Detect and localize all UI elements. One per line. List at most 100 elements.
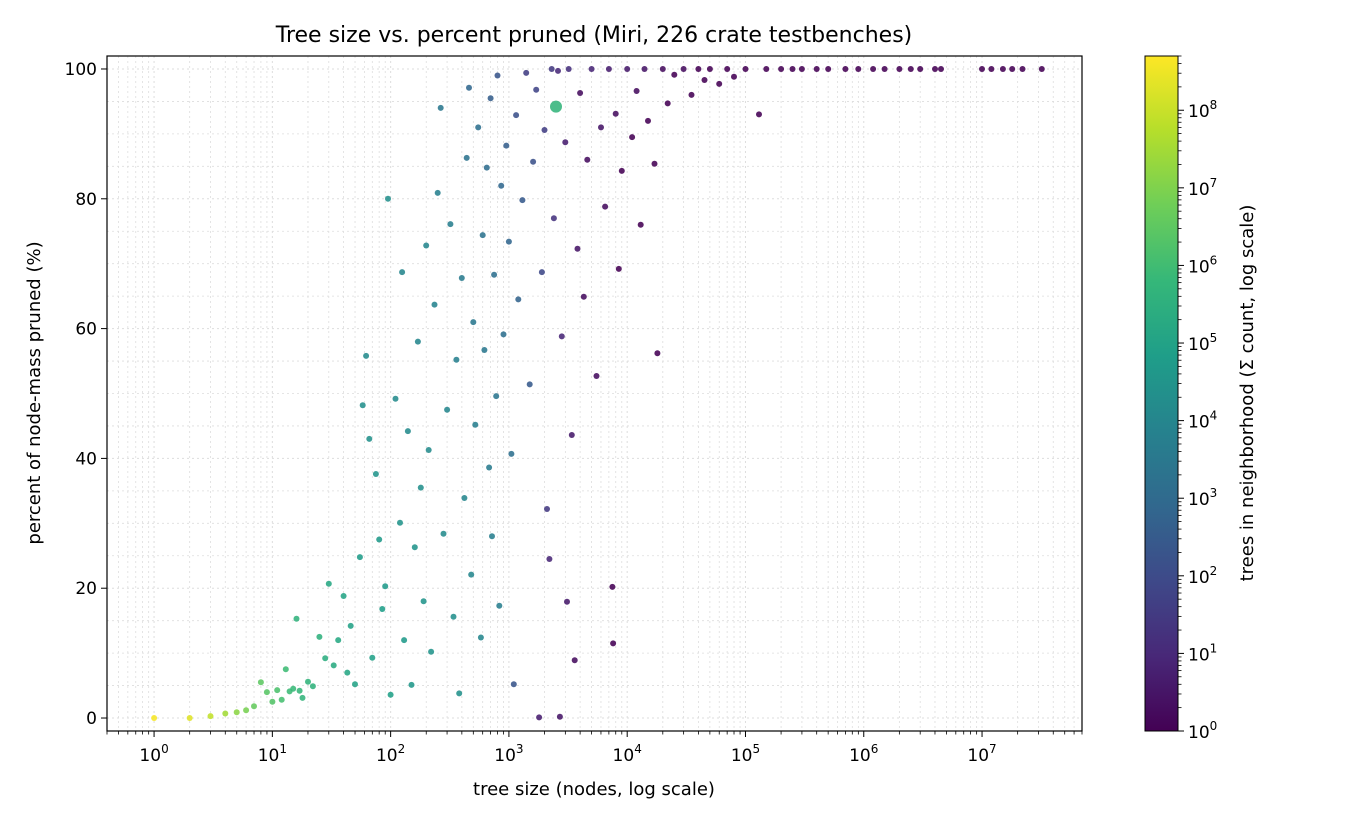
data-point [731,73,737,80]
data-point [763,66,770,72]
data-point [896,66,903,72]
data-point [637,221,644,228]
data-point [382,583,389,590]
data-point [629,134,636,141]
data-point [584,156,591,163]
data-point [470,319,477,326]
data-point [434,189,441,196]
chart-title: Tree size vs. percent pruned (Miri, 226 … [275,23,913,48]
data-point [269,698,276,705]
x-tick-label: 102 [376,742,405,766]
data-point [251,703,257,710]
data-point [503,142,510,149]
data-point [305,678,311,685]
colorbar-label: trees in neighborhood (Σ count, log scal… [1237,205,1258,582]
data-point [756,111,762,118]
colorbar-gradient [1144,55,1179,732]
data-point [456,690,463,697]
data-point [907,66,914,72]
colorbar: 100 101 102 103 104 105 106 107 108 trees in nei… [1144,55,1258,743]
plot-background [107,56,1082,731]
data-point [789,66,796,72]
data-point [813,66,820,72]
x-tick-label: 100 [139,742,168,766]
data-point [988,66,995,72]
data-point [870,66,877,72]
data-point [612,110,619,117]
data-point [798,66,805,72]
data-point [408,681,415,688]
data-point [825,66,832,72]
x-axis-label: tree size (nodes, log scale) [473,779,715,800]
data-point [151,715,158,721]
data-point [417,484,424,491]
x-tick-label: 104 [613,742,642,766]
data-point [609,583,616,590]
data-point [533,86,540,93]
data-point [565,66,572,72]
data-point [489,533,495,540]
data-point [706,66,713,72]
data-point [510,681,517,688]
data-point [577,90,584,96]
data-point [356,554,363,561]
data-point [363,352,370,359]
data-point [938,66,944,72]
data-point [536,714,543,721]
data-point [550,100,562,113]
data-points [151,66,1045,721]
data-point [340,593,347,599]
data-point [296,687,303,694]
data-point [347,622,354,629]
data-point [695,66,702,72]
data-point [463,154,470,161]
data-point [479,232,486,239]
data-point [508,450,515,457]
data-point [593,373,600,379]
data-point [842,66,849,72]
data-point [999,66,1006,72]
data-point [513,112,520,119]
data-point [263,689,270,696]
data-point [574,245,581,252]
plot-area: 100 101 102 103 104 105 106 107 0 20 40 60 80 100 [65,55,1083,766]
data-point [423,242,430,249]
data-point [671,71,678,78]
data-point [530,158,537,165]
data-point [325,580,332,587]
data-point [425,447,432,453]
data-point [716,80,723,87]
data-point [401,637,408,644]
data-point [1038,66,1045,72]
y-tick-label: 40 [75,449,97,469]
data-point [222,710,229,717]
data-point [243,707,250,714]
y-tick-label: 20 [75,579,97,599]
data-point [523,69,530,76]
data-point [855,66,862,72]
colorbar-tick-label: 101 [1188,641,1217,665]
data-point [618,167,625,174]
x-tick-label: 101 [258,742,287,766]
data-point [458,275,465,281]
data-point [494,72,501,79]
data-point [564,598,570,605]
data-point [440,530,447,537]
x-tick-label: 105 [731,742,760,766]
plot-frame [106,55,1083,732]
data-point [651,160,658,167]
data-point [602,203,609,210]
data-point [352,681,358,688]
colorbar-ticks: 100 101 102 103 104 105 106 107 108 [1178,55,1217,743]
data-point [392,395,399,402]
data-point [654,350,661,357]
data-point [359,402,366,409]
data-point [481,347,488,353]
data-point [1009,66,1016,72]
data-point [548,66,555,72]
data-point [1019,66,1026,72]
data-point [526,381,533,388]
data-point [500,331,507,338]
data-point [778,66,785,72]
